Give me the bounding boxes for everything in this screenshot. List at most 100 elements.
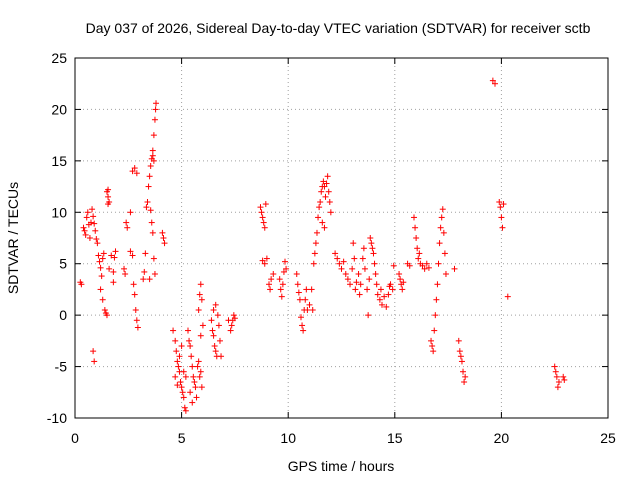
data-point-plus-marker: [122, 271, 129, 277]
data-point-plus-marker: [327, 209, 334, 216]
data-point-plus-marker: [210, 307, 217, 313]
y-tick-label: -5: [55, 359, 68, 375]
data-point-plus-marker: [141, 268, 148, 275]
data-point-plus-marker: [199, 322, 206, 329]
data-point-plus-marker: [227, 327, 234, 334]
data-point-plus-marker: [99, 255, 106, 262]
data-point-plus-marker: [439, 206, 446, 213]
x-tick-label: 25: [600, 430, 616, 446]
data-point-plus-marker: [91, 358, 98, 365]
data-point-plus-marker: [377, 286, 384, 293]
data-point-plus-marker: [83, 214, 90, 221]
data-point-plus-marker: [350, 240, 357, 247]
data-point-plus-marker: [147, 207, 154, 214]
data-point-plus-marker: [359, 255, 366, 262]
data-point-plus-marker: [105, 193, 112, 200]
data-point-plus-marker: [366, 276, 373, 283]
data-point-plus-marker: [261, 224, 268, 231]
data-point-plus-marker: [259, 214, 266, 221]
data-point-plus-marker: [96, 258, 103, 265]
y-tick-label: 15: [51, 153, 67, 169]
data-point-plus-marker: [195, 307, 202, 313]
data-point-plus-marker: [84, 209, 91, 216]
data-point-plus-marker: [184, 327, 191, 334]
data-point-plus-marker: [324, 173, 331, 180]
data-point-plus-marker: [100, 250, 107, 257]
y-tick-label: -10: [47, 410, 67, 426]
data-point-plus-marker: [554, 384, 561, 391]
data-point-plus-marker: [101, 307, 108, 313]
x-tick-label: 20: [494, 430, 510, 446]
data-point-plus-marker: [267, 286, 274, 293]
data-point-plus-marker: [434, 281, 441, 288]
data-point-plus-marker: [344, 276, 351, 283]
data-point-plus-marker: [193, 394, 200, 401]
data-point-plus-marker: [92, 227, 99, 234]
data-point-plus-marker: [123, 219, 130, 226]
chart-title: Day 037 of 2026, Sidereal Day-to-day VTE…: [86, 20, 591, 36]
data-point-plus-marker: [364, 286, 371, 293]
data-point-plus-marker: [379, 301, 386, 308]
data-point-plus-marker: [371, 260, 378, 267]
data-point-plus-marker: [231, 315, 238, 322]
data-point-plus-marker: [133, 170, 140, 177]
data-point-plus-marker: [180, 368, 187, 375]
data-point-plus-marker: [182, 407, 189, 414]
data-point-plus-marker: [146, 173, 153, 180]
y-tick-label: 0: [59, 307, 67, 323]
data-point-plus-marker: [97, 286, 104, 293]
data-point-plus-marker: [175, 363, 182, 370]
data-point-plus-marker: [161, 240, 168, 247]
data-point-plus-marker: [413, 235, 420, 241]
data-point-plus-marker: [159, 229, 166, 236]
data-point-plus-marker: [276, 276, 283, 283]
data-point-plus-marker: [261, 260, 268, 267]
data-point-plus-marker: [342, 271, 349, 277]
data-point-plus-marker: [389, 286, 396, 293]
data-point-plus-marker: [318, 188, 325, 195]
data-point-plus-marker: [321, 183, 328, 190]
data-point-plus-marker: [347, 281, 354, 288]
data-point-plus-marker: [176, 353, 183, 360]
data-point-plus-marker: [321, 224, 328, 231]
data-point-plus-marker: [492, 80, 499, 87]
data-point-plus-marker: [78, 281, 85, 288]
data-point-plus-marker: [134, 324, 141, 331]
x-tick-label: 0: [71, 430, 79, 446]
data-point-plus-marker: [258, 209, 265, 216]
data-point-plus-marker: [376, 296, 383, 303]
data-point-plus-marker: [112, 248, 119, 255]
data-point-plus-marker: [423, 260, 430, 267]
data-point-plus-marker: [349, 265, 356, 272]
data-point-plus-marker: [216, 337, 223, 344]
data-point-plus-marker: [153, 100, 160, 107]
data-point-plus-marker: [127, 248, 134, 255]
data-point-plus-marker: [105, 186, 112, 193]
data-point-plus-marker: [132, 307, 139, 313]
data-point-plus-marker: [218, 353, 225, 360]
data-points: [77, 77, 568, 414]
plot-frame: [74, 57, 609, 419]
data-point-plus-marker: [497, 204, 504, 211]
data-point-plus-marker: [432, 312, 439, 319]
data-point-plus-marker: [489, 77, 496, 84]
data-point-plus-marker: [215, 322, 222, 329]
data-point-plus-marker: [552, 368, 559, 375]
data-point-plus-marker: [277, 286, 284, 293]
data-point-plus-marker: [429, 343, 436, 349]
data-point-plus-marker: [326, 199, 333, 205]
data-point-plus-marker: [191, 379, 198, 385]
data-point-plus-marker: [421, 265, 428, 272]
data-point-plus-marker: [173, 348, 180, 355]
data-point-plus-marker: [80, 224, 87, 231]
data-point-plus-marker: [212, 348, 219, 355]
data-point-plus-marker: [462, 373, 469, 380]
data-point-plus-marker: [460, 368, 467, 375]
data-point-plus-marker: [177, 379, 184, 385]
data-point-plus-marker: [560, 373, 567, 380]
data-point-plus-marker: [196, 373, 203, 380]
data-point-plus-marker: [399, 286, 406, 293]
data-point-plus-marker: [211, 343, 218, 349]
data-point-plus-marker: [127, 209, 134, 216]
data-point-plus-marker: [194, 363, 201, 370]
